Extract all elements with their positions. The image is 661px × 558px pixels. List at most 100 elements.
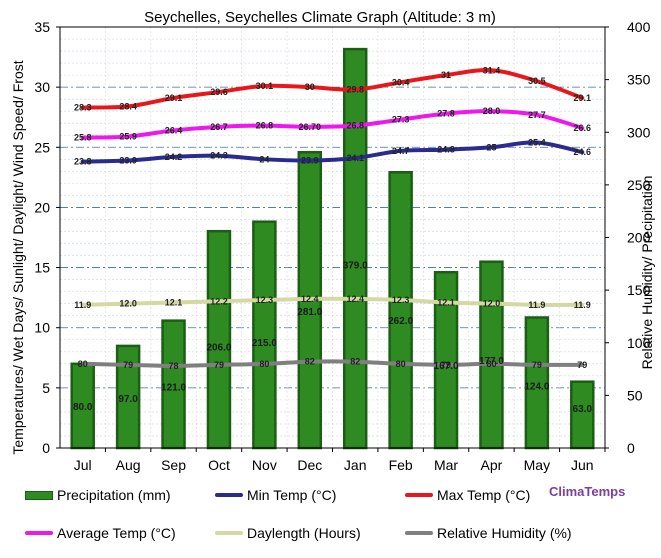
- series-data-label: 79: [532, 360, 542, 370]
- series-data-label: 80: [78, 359, 88, 369]
- precipitation-bar: [342, 47, 368, 450]
- legend-swatch-precipitation: [25, 490, 53, 500]
- brand-logo-text: ClimaTemps: [549, 484, 626, 499]
- legend-swatch-min-temp: [215, 493, 243, 497]
- precipitation-bar: [388, 170, 413, 450]
- series-data-label: 27.7: [528, 110, 546, 120]
- series-data-label: 26.8: [256, 121, 274, 131]
- series-data-label: 23.9: [119, 156, 137, 166]
- series-data-label: 30.1: [256, 81, 274, 91]
- series-data-label: 11.9: [574, 300, 591, 310]
- left-axis-tick-label: 30: [34, 79, 50, 95]
- series-data-label: 26.7: [210, 122, 228, 132]
- right-axis-tick-label: 300: [627, 124, 651, 140]
- right-axis-label: Relative Humidity/ Precipitation: [639, 176, 655, 370]
- series-data-label: 11.9: [74, 300, 91, 310]
- precipitation-data-label: 379.0: [343, 260, 368, 271]
- series-data-label: 79: [577, 360, 587, 370]
- series-data-label: 30: [305, 82, 315, 92]
- series-data-label: 12.0: [483, 299, 501, 309]
- legend-item-average-temp: Average Temp (°C): [25, 525, 176, 541]
- series-data-label: 24.1: [346, 153, 364, 163]
- series-data-label: 12.3: [392, 295, 410, 305]
- right-axis-tick-label: 200: [627, 230, 651, 246]
- series-data-label: 82: [305, 357, 315, 367]
- series-data-label: 12.1: [165, 297, 183, 307]
- left-axis-tick-label: 5: [42, 380, 50, 396]
- x-axis-tick-label: Apr: [481, 457, 503, 473]
- series-data-label: 12.4: [301, 294, 319, 304]
- chart-title: Seychelles, Seychelles Climate Graph (Al…: [144, 9, 496, 26]
- legend-swatch-average-temp: [25, 531, 53, 535]
- right-axis-tick-label: 100: [627, 335, 651, 351]
- x-axis-tick-label: Mar: [434, 457, 458, 473]
- series-data-label: 27.8: [437, 109, 455, 119]
- series-data-label: 30.5: [528, 76, 546, 86]
- legend-swatch-relative-humidity: [405, 531, 433, 535]
- legend-label-max-temp: Max Temp (°C): [437, 487, 531, 503]
- series-data-label: 24.3: [210, 151, 228, 161]
- series-data-label: 80: [259, 359, 269, 369]
- series-data-label: 29.1: [574, 93, 592, 103]
- series-data-label: 12.4: [346, 294, 364, 304]
- precipitation-data-label: 167.0: [434, 361, 459, 372]
- series-data-label: 79: [441, 360, 451, 370]
- left-axis-tick-label: 35: [34, 19, 50, 35]
- series-data-label: 79: [214, 360, 224, 370]
- series-data-label: 29.8: [346, 85, 364, 95]
- series-data-label: 31: [441, 70, 451, 80]
- series-line-min-temp-c: [80, 140, 585, 164]
- series-line-average-temp-c: [80, 109, 585, 140]
- series-data-label: 30.4: [392, 77, 410, 87]
- series-data-label: 80: [486, 359, 496, 369]
- series-data-label: 25: [486, 142, 496, 152]
- series-data-label: 12.1: [437, 297, 455, 307]
- legend-swatch-daylength: [215, 531, 243, 535]
- precipitation-data-label: 80.0: [73, 402, 93, 413]
- precipitation-data-label: 262.0: [388, 316, 413, 327]
- legend-label-min-temp: Min Temp (°C): [247, 487, 337, 503]
- legend-item-daylength: Daylength (Hours): [215, 525, 361, 541]
- precipitation-data-label: 121.0: [161, 383, 186, 394]
- series-data-label: 12.0: [119, 299, 137, 309]
- series-data-label: 28.0: [483, 106, 501, 116]
- right-axis-tick-label: 400: [627, 19, 651, 35]
- legend-item-min-temp: Min Temp (°C): [215, 487, 336, 503]
- series-data-label: 24.2: [165, 152, 183, 162]
- plot-area: [60, 27, 605, 448]
- series-data-label: 24.8: [437, 145, 455, 155]
- precipitation-data-label: 97.0: [118, 394, 138, 405]
- legend-item-precipitation: Precipitation (mm): [25, 487, 171, 503]
- series-data-label: 23.8: [74, 157, 92, 167]
- precipitation-data-label: 206.0: [206, 342, 231, 353]
- climate-chart: 05101520253035050100150200250300350400Ju…: [10, 9, 655, 473]
- series-data-label: 78: [169, 361, 179, 371]
- series-data-label: 25.4: [528, 137, 546, 147]
- series-data-label: 79: [123, 360, 133, 370]
- chart-legend: Precipitation (mm) Min Temp (°C) Max Tem…: [0, 478, 661, 558]
- legend-label-precipitation: Precipitation (mm): [57, 487, 171, 503]
- legend-swatch-max-temp: [405, 493, 433, 497]
- series-data-label: 26.4: [165, 125, 183, 135]
- series-data-label: 11.9: [528, 300, 545, 310]
- left-axis-tick-label: 15: [34, 260, 50, 276]
- series-data-label: 29.1: [165, 93, 183, 103]
- series-data-label: 28.3: [74, 103, 92, 113]
- series-data-label: 26.8: [346, 121, 364, 131]
- series-data-label: 12.3: [256, 295, 274, 305]
- series-data-label: 80: [396, 359, 406, 369]
- x-axis-tick-label: Nov: [252, 457, 277, 473]
- precipitation-data-label: 177.0: [479, 356, 504, 367]
- precipitation-data-label: 281.0: [297, 307, 322, 318]
- x-axis-tick-label: Oct: [208, 457, 230, 473]
- series-data-label: 24.6: [574, 147, 592, 157]
- precipitation-bar: [206, 229, 232, 450]
- precipitation-data-label: 124.0: [524, 381, 549, 392]
- x-axis-tick-label: Jan: [344, 457, 367, 473]
- series-data-label: 26.70: [299, 122, 322, 132]
- series-data-label: 27.3: [392, 115, 410, 125]
- series-data-label: 24.7: [392, 146, 410, 156]
- x-axis-tick-label: Aug: [116, 457, 141, 473]
- series-line-relative-humidity: [80, 359, 585, 368]
- x-axis-tick-label: Jun: [571, 457, 594, 473]
